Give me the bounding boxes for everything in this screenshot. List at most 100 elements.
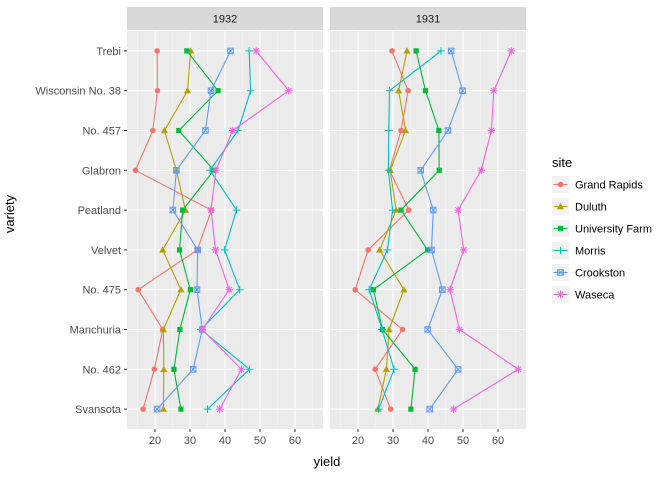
data-point bbox=[399, 326, 406, 333]
x-tick-label: 60 bbox=[289, 435, 301, 447]
data-point bbox=[370, 287, 376, 293]
data-point bbox=[154, 87, 161, 94]
data-point bbox=[376, 246, 384, 253]
data-point bbox=[402, 126, 410, 134]
legend-label: Morris bbox=[575, 246, 606, 258]
data-point bbox=[387, 406, 394, 412]
legend-key-symbol bbox=[557, 225, 564, 232]
data-point bbox=[246, 86, 255, 95]
data-point bbox=[477, 166, 485, 175]
data-point bbox=[215, 405, 224, 413]
facet-strip-label: 1931 bbox=[416, 14, 440, 26]
data-point bbox=[388, 206, 397, 214]
y-tick-label: No. 457 bbox=[82, 126, 121, 138]
legend: site Grand Rapids Duluth University Farm Mo… bbox=[552, 155, 652, 303]
data-point bbox=[425, 247, 431, 253]
y-tick-label: Peatland bbox=[78, 205, 121, 217]
data-point bbox=[405, 87, 411, 94]
y-tick-label: No. 475 bbox=[82, 285, 121, 297]
series-waseca bbox=[198, 47, 293, 413]
series-line bbox=[372, 50, 440, 410]
data-point bbox=[160, 365, 168, 372]
legend-key-symbol bbox=[556, 202, 565, 210]
data-point bbox=[159, 325, 167, 333]
data-point bbox=[173, 167, 180, 174]
data-point bbox=[384, 166, 393, 175]
legend-item-university-farm: University Farm bbox=[552, 220, 652, 237]
data-point bbox=[194, 246, 201, 254]
facet-panel-1931: 1931 bbox=[330, 7, 526, 429]
series-morris bbox=[197, 47, 255, 413]
data-point bbox=[374, 405, 383, 413]
y-tick-label: Manchuria bbox=[70, 325, 122, 337]
data-point bbox=[184, 48, 190, 54]
data-point bbox=[417, 167, 424, 174]
data-point bbox=[507, 47, 516, 55]
data-point bbox=[412, 366, 418, 372]
x-tick-label: 60 bbox=[492, 435, 504, 447]
data-point bbox=[183, 87, 192, 94]
facet-strip bbox=[330, 7, 526, 30]
data-point bbox=[487, 126, 496, 135]
data-point bbox=[514, 365, 523, 374]
data-point bbox=[177, 286, 185, 293]
data-point bbox=[151, 366, 158, 373]
legend-item-crookston: Crookston bbox=[552, 264, 625, 281]
legend-item-duluth: Duluth bbox=[552, 198, 607, 215]
data-point bbox=[193, 286, 201, 293]
data-point bbox=[383, 246, 392, 254]
series-line bbox=[201, 50, 290, 410]
x-tick-label: 30 bbox=[387, 435, 399, 447]
data-point bbox=[178, 406, 184, 412]
x-tick-label: 40 bbox=[219, 435, 231, 447]
series-line bbox=[156, 50, 232, 410]
data-point bbox=[365, 285, 373, 294]
y-tick-label: Trebi bbox=[96, 46, 121, 58]
data-point bbox=[235, 285, 244, 294]
data-point bbox=[160, 126, 169, 134]
data-point bbox=[171, 366, 177, 372]
legend-item-waseca: Waseca bbox=[552, 286, 615, 303]
data-point bbox=[284, 86, 293, 95]
x-tick-label: 30 bbox=[184, 435, 196, 447]
data-point bbox=[372, 366, 378, 373]
data-point bbox=[245, 365, 254, 374]
data-point bbox=[135, 286, 141, 293]
data-point bbox=[153, 405, 161, 413]
legend-title: site bbox=[552, 155, 572, 170]
data-point bbox=[150, 127, 156, 134]
data-point bbox=[176, 247, 183, 253]
data-point bbox=[403, 47, 411, 54]
y-axis-title: variety bbox=[2, 194, 17, 233]
y-tick-label: No. 462 bbox=[82, 364, 121, 376]
legend-key-symbol bbox=[556, 290, 565, 299]
data-point bbox=[154, 48, 160, 54]
series-line bbox=[134, 50, 213, 410]
data-point bbox=[389, 48, 395, 54]
x-tick-label: 50 bbox=[457, 435, 469, 447]
data-point bbox=[455, 325, 464, 334]
data-point bbox=[426, 405, 434, 413]
data-point bbox=[225, 285, 233, 294]
legend-label: Grand Rapids bbox=[575, 180, 643, 192]
data-point bbox=[202, 127, 209, 134]
data-point bbox=[424, 326, 431, 333]
data-point bbox=[459, 246, 468, 254]
data-point bbox=[436, 127, 442, 134]
y-tick-label: Wisconsin No. 38 bbox=[35, 86, 121, 98]
data-point bbox=[365, 247, 371, 253]
x-tick-label: 20 bbox=[149, 435, 161, 447]
data-point bbox=[390, 365, 398, 374]
data-point bbox=[215, 88, 221, 94]
data-point bbox=[437, 47, 445, 55]
series-university-farm bbox=[370, 48, 442, 412]
legend-label: Waseca bbox=[575, 290, 615, 302]
data-point bbox=[180, 207, 186, 213]
data-point bbox=[400, 286, 408, 293]
data-point bbox=[439, 286, 446, 293]
facet-panel-1932: 1932 bbox=[127, 7, 323, 429]
data-point bbox=[422, 88, 429, 94]
data-point bbox=[382, 365, 390, 372]
data-point bbox=[398, 207, 404, 213]
